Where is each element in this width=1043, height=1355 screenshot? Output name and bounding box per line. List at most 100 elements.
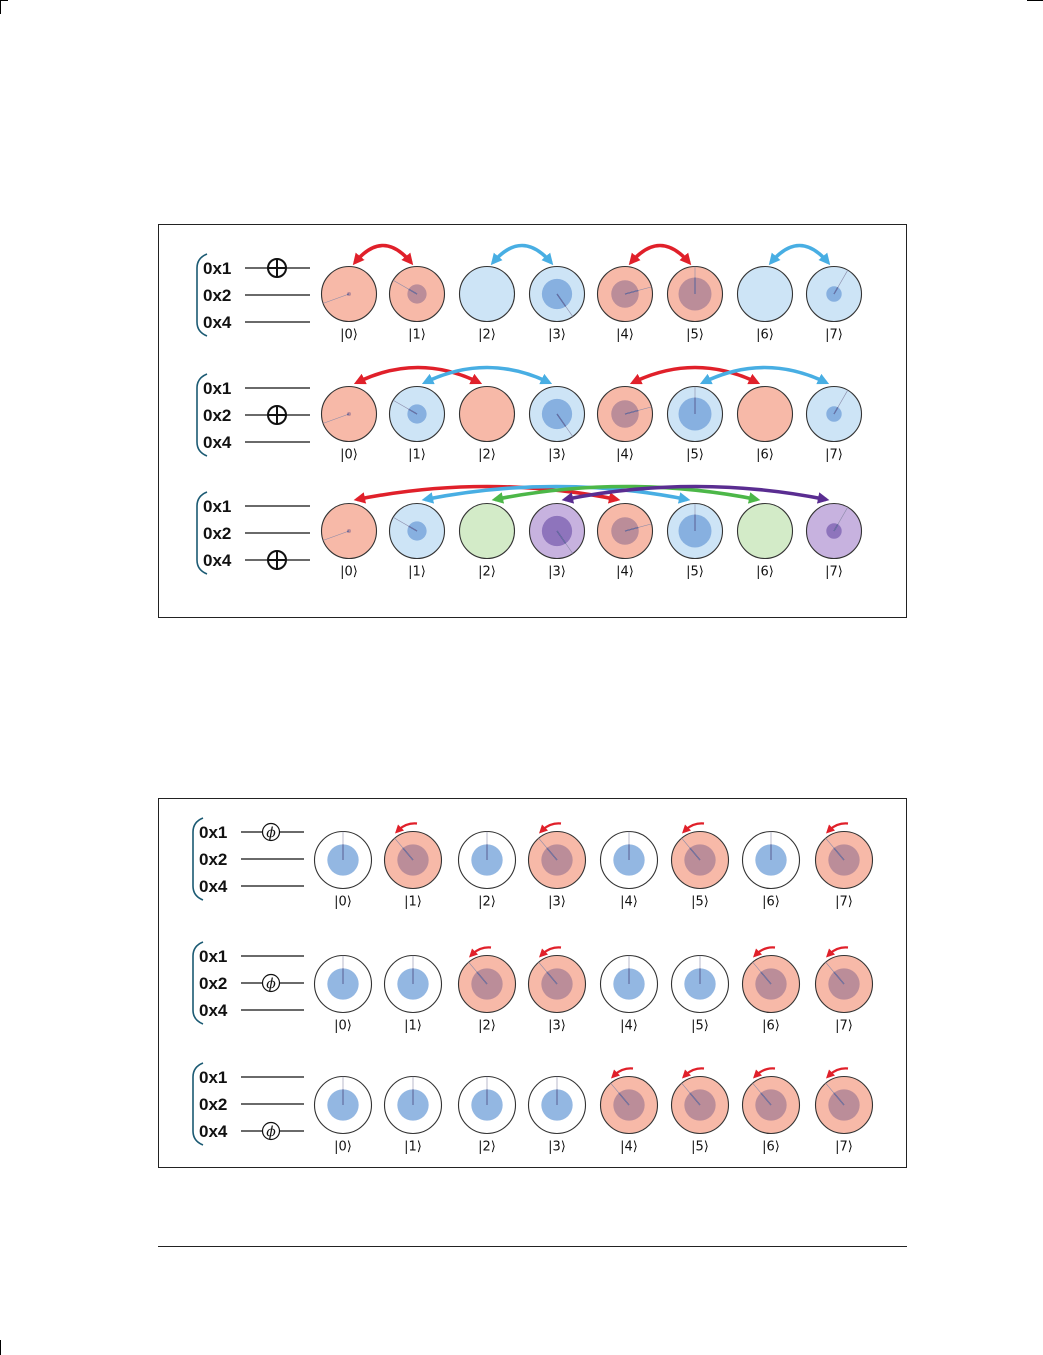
ket-label: |5⟩ [691,1019,709,1034]
state-circle-6: |6⟩ [736,502,794,580]
swap-arrow-blue [768,243,831,266]
phase-rotation-arrowhead [826,1069,835,1079]
phase-line-thin [624,406,652,415]
state-circle-7: |7⟩ [814,830,874,910]
phase-gate-diagram-panel: 0x1 ϕ 0x2 0x4 |0⟩ |1⟩ |2⟩ |3⟩ |4⟩ |5⟩ |6⟩ |7⟩ 0x1 0x2… [158,798,907,1168]
state-circle-4: |4⟩ [599,830,659,910]
phase-line-thin [393,279,418,295]
phase-line-thin [624,523,652,532]
state-circle-4: |4⟩ [596,385,654,463]
ket-label: |5⟩ [686,328,704,343]
state-circle-3: |3⟩ [527,1075,587,1155]
qubit-bracket [192,817,204,901]
ket-label: |5⟩ [686,448,704,463]
ket-label: |0⟩ [340,448,358,463]
phase-rotation-arrowhead [826,824,835,834]
phase-line-thin [538,837,558,861]
phase-line-thin [681,1082,701,1106]
qubit-label-0x4: 0x4 [199,877,228,896]
ket-label: |0⟩ [334,1140,352,1155]
phase-line-thin [833,507,849,532]
ket-label: |1⟩ [408,448,426,463]
ket-label: |1⟩ [404,1019,422,1034]
phase-gate-icon: ϕ [261,822,281,842]
amplitude-disc [613,1089,645,1121]
ket-label: |4⟩ [620,1019,638,1034]
qubit-label-0x1: 0x1 [203,259,231,278]
state-circle-0: |0⟩ [313,1075,373,1155]
qubit-label-0x1: 0x1 [199,1068,227,1087]
swap-arrow-blue [421,365,553,385]
ket-label: |2⟩ [478,448,496,463]
qubit-label-0x4: 0x4 [199,1122,228,1141]
ket-label: |7⟩ [825,565,843,580]
state-circle-1: |1⟩ [383,954,443,1034]
phase-gate-diagram: 0x1 ϕ 0x2 0x4 |0⟩ |1⟩ |2⟩ |3⟩ |4⟩ |5⟩ |6⟩ |7⟩ 0x1 0x2… [192,817,874,1155]
ket-label: |2⟩ [478,565,496,580]
ket-label: |5⟩ [686,565,704,580]
state-circle-5: |5⟩ [670,1075,730,1155]
ket-label: |6⟩ [756,328,774,343]
state-circle-0: |0⟩ [313,830,373,910]
phase-gate-icon: ϕ [261,1121,281,1141]
ket-label: |2⟩ [478,895,496,910]
phase-line-thin [752,1082,772,1106]
qubit-label-0x4: 0x4 [199,1001,228,1020]
phase-line-thin [752,961,772,985]
qubit-label-0x1: 0x1 [203,379,231,398]
phase-line-thin [825,961,845,985]
phase-gate-icon: ϕ [261,973,281,993]
phase-line-thin [556,413,574,437]
state-circle-3: |3⟩ [528,385,586,463]
state-circle-7: |7⟩ [805,502,863,580]
phase-line-thin [394,837,414,861]
state-circle-1: |1⟩ [388,502,446,580]
qubit-label-0x2: 0x2 [203,286,231,305]
phase-gate-circle [261,1121,281,1141]
state-circle-outline [458,502,516,560]
ket-label: |7⟩ [835,1140,853,1155]
qubit-bracket [196,491,208,575]
state-circle-0: |0⟩ [313,954,373,1034]
phase-line-thin [556,530,574,554]
crop-mark-bottom-left [0,1340,1,1355]
state-circle-4: |4⟩ [596,265,654,343]
state-circle-7: |7⟩ [805,265,863,343]
ket-label: |3⟩ [548,1019,566,1034]
phase-rotation-arrowhead [395,824,404,834]
state-circle-0: |0⟩ [320,265,378,343]
state-circle-outline [736,385,794,443]
ket-label: |0⟩ [334,895,352,910]
state-circle-5: |5⟩ [666,265,724,343]
ket-label: |2⟩ [478,1140,496,1155]
qubit-label-0x4: 0x4 [203,433,232,452]
phase-gate-circle [261,822,281,842]
state-circle-5: |5⟩ [670,954,730,1034]
qubit-label-0x2: 0x2 [199,1095,227,1114]
state-circle-6: |6⟩ [741,954,801,1034]
ket-label: |2⟩ [478,328,496,343]
state-circle-1: |1⟩ [388,385,446,463]
phase-rotation-arrowhead [826,948,835,958]
state-circle-outline [458,265,516,323]
ket-label: |3⟩ [548,448,566,463]
qubit-label-0x1: 0x1 [203,497,231,516]
state-circle-7: |7⟩ [814,954,874,1034]
phase-rotation-arrowhead [469,948,478,958]
ket-label: |1⟩ [404,1140,422,1155]
ket-label: |6⟩ [756,448,774,463]
ket-label: |3⟩ [548,565,566,580]
phase-line-thin [393,516,418,532]
ket-label: |5⟩ [691,1140,709,1155]
ket-label: |1⟩ [404,895,422,910]
phase-line-thin [681,837,701,861]
qubit-bracket [192,1062,204,1146]
not-gate-icon [267,405,287,425]
phase-rotation-arrowhead [539,948,548,958]
state-circle-0: |0⟩ [320,385,378,463]
state-circle-6: |6⟩ [736,265,794,343]
state-circle-3: |3⟩ [528,265,586,343]
ket-label: |6⟩ [756,565,774,580]
state-circle-2: |2⟩ [458,502,516,580]
ket-label: |4⟩ [616,448,634,463]
